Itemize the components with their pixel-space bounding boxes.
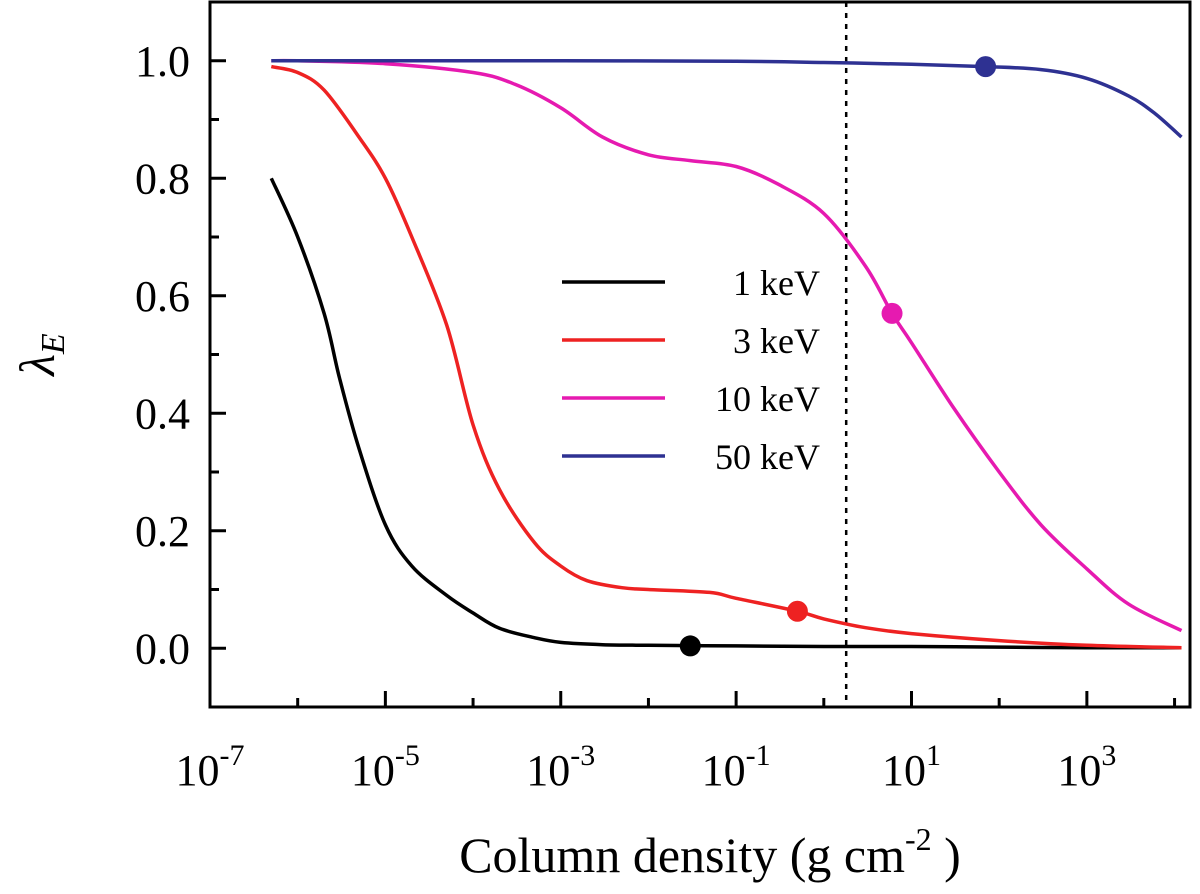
y-tick-label: 0.6 xyxy=(135,272,190,321)
series-marker xyxy=(786,600,808,622)
x-tick-label-exponent: 3 xyxy=(1101,739,1116,772)
legend-label: 50 keV xyxy=(715,437,820,477)
y-axis-title-subscript: E xyxy=(35,333,72,355)
series-line xyxy=(271,58,1183,633)
x-axis-title-superscript: -2 xyxy=(905,821,932,857)
y-tick-label: 0.2 xyxy=(135,507,190,556)
series-marker xyxy=(975,56,997,78)
x-tick-label: 101 xyxy=(882,739,941,795)
x-tick-label-exponent: -1 xyxy=(746,739,771,772)
y-tick-label: 0.4 xyxy=(135,389,190,438)
plot-frame xyxy=(208,0,1192,709)
series-line xyxy=(270,64,1182,650)
x-tick-label-exponent: -5 xyxy=(395,739,420,772)
series-line xyxy=(271,59,1183,139)
x-axis-title: Column density (g cm-2 ) xyxy=(459,821,961,883)
x-tick-label-exponent: -7 xyxy=(220,739,245,772)
y-axis-title-main: λ xyxy=(9,354,65,378)
x-tick-label-base: 10 xyxy=(702,746,746,795)
series-line xyxy=(269,177,1182,650)
legend-label: 3 keV xyxy=(733,321,820,361)
x-tick-label-exponent: 1 xyxy=(926,739,941,772)
x-tick-label-base: 10 xyxy=(176,746,220,795)
x-tick-label-exponent: -3 xyxy=(570,739,595,772)
series-marker xyxy=(881,302,903,324)
y-tick-label: 0.8 xyxy=(135,154,190,203)
x-tick-label-base: 10 xyxy=(882,746,926,795)
x-tick-label: 10-3 xyxy=(526,739,595,795)
x-tick-label-base: 10 xyxy=(526,746,570,795)
x-axis-title-end: ) xyxy=(932,827,961,883)
x-tick-label: 10-7 xyxy=(176,739,245,795)
y-axis-title: λE xyxy=(9,333,72,378)
x-axis-title-main: Column density (g cm xyxy=(459,827,905,883)
x-tick-label-base: 10 xyxy=(1057,746,1101,795)
x-tick-label-base: 10 xyxy=(351,746,395,795)
y-tick-label: 0.0 xyxy=(135,624,190,673)
legend-label: 10 keV xyxy=(715,379,820,419)
x-tick-label: 103 xyxy=(1057,739,1116,795)
series-marker xyxy=(679,635,701,657)
legend-label: 1 keV xyxy=(733,263,820,303)
y-tick-label: 1.0 xyxy=(135,37,190,86)
x-tick-label: 10-5 xyxy=(351,739,420,795)
series-layer xyxy=(269,56,1183,657)
x-tick-label: 10-1 xyxy=(702,739,771,795)
legend: 1 keV 3 keV 10 keV 50 keV xyxy=(562,263,820,477)
